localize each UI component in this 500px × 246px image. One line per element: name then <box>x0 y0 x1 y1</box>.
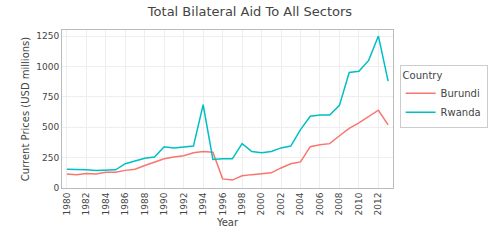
svg-text:Burundi: Burundi <box>441 88 480 99</box>
svg-text:Country: Country <box>403 70 443 81</box>
svg-text:2000: 2000 <box>256 192 266 215</box>
svg-text:2008: 2008 <box>334 192 344 215</box>
svg-text:1986: 1986 <box>120 192 130 215</box>
svg-text:1988: 1988 <box>140 192 150 215</box>
svg-text:1984: 1984 <box>101 192 111 215</box>
svg-text:1994: 1994 <box>198 192 208 215</box>
svg-text:Rwanda: Rwanda <box>441 107 481 118</box>
svg-text:Current Prices (USD millions): Current Prices (USD millions) <box>20 37 31 181</box>
svg-text:Total Bilateral Aid To All Sec: Total Bilateral Aid To All Sectors <box>147 4 353 19</box>
svg-text:1998: 1998 <box>237 192 247 215</box>
svg-text:250: 250 <box>42 153 59 163</box>
svg-text:Year: Year <box>216 217 239 228</box>
svg-text:1980: 1980 <box>62 192 72 215</box>
svg-text:0: 0 <box>53 183 59 193</box>
svg-text:2002: 2002 <box>276 193 286 216</box>
svg-text:2010: 2010 <box>354 192 364 215</box>
svg-text:2012: 2012 <box>373 193 383 216</box>
svg-text:2004: 2004 <box>295 192 305 215</box>
svg-text:750: 750 <box>42 92 59 102</box>
svg-text:1992: 1992 <box>179 193 189 216</box>
svg-text:1996: 1996 <box>218 192 228 215</box>
svg-text:2006: 2006 <box>315 192 325 215</box>
svg-text:1982: 1982 <box>81 193 91 216</box>
svg-text:1990: 1990 <box>159 192 169 215</box>
svg-text:1250: 1250 <box>36 31 59 41</box>
svg-text:1000: 1000 <box>36 62 59 72</box>
svg-text:500: 500 <box>42 122 59 132</box>
